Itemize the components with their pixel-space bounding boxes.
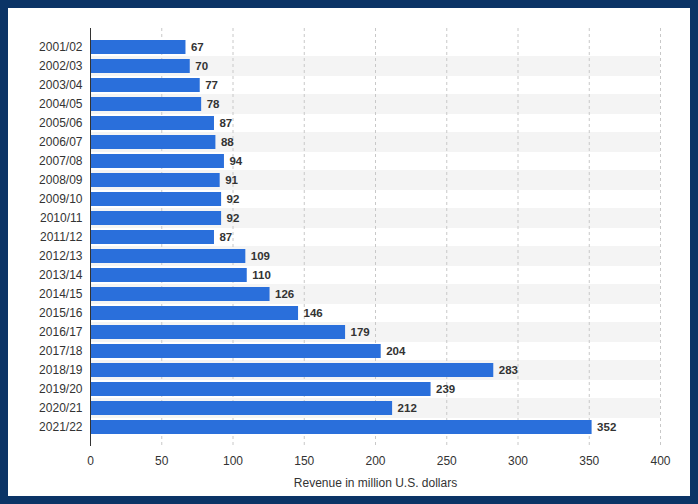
svg-text:2003/04: 2003/04 — [39, 78, 83, 92]
svg-text:100: 100 — [223, 454, 243, 468]
svg-text:150: 150 — [294, 454, 314, 468]
svg-text:88: 88 — [221, 136, 234, 148]
svg-text:300: 300 — [508, 454, 528, 468]
svg-text:87: 87 — [219, 117, 232, 129]
svg-text:2001/02: 2001/02 — [39, 40, 83, 54]
svg-text:70: 70 — [195, 60, 208, 72]
svg-text:2021/22: 2021/22 — [39, 420, 83, 434]
svg-text:2016/17: 2016/17 — [39, 325, 83, 339]
svg-text:109: 109 — [251, 250, 270, 262]
svg-text:94: 94 — [229, 155, 242, 167]
svg-text:204: 204 — [386, 345, 406, 357]
svg-text:2020/21: 2020/21 — [39, 401, 83, 415]
svg-text:146: 146 — [304, 307, 323, 319]
svg-text:78: 78 — [207, 98, 220, 110]
svg-text:0: 0 — [87, 454, 94, 468]
svg-text:179: 179 — [351, 326, 370, 338]
svg-text:2018/19: 2018/19 — [39, 363, 83, 377]
svg-text:2014/15: 2014/15 — [39, 287, 83, 301]
svg-text:2015/16: 2015/16 — [39, 306, 83, 320]
svg-text:126: 126 — [275, 288, 294, 300]
svg-text:Revenue in million U.S. dollar: Revenue in million U.S. dollars — [294, 476, 457, 490]
svg-text:67: 67 — [191, 41, 204, 53]
svg-text:77: 77 — [205, 79, 218, 91]
svg-text:2005/06: 2005/06 — [39, 116, 83, 130]
svg-text:2004/05: 2004/05 — [39, 97, 83, 111]
svg-text:200: 200 — [365, 454, 385, 468]
svg-text:2008/09: 2008/09 — [39, 173, 83, 187]
svg-text:87: 87 — [219, 231, 232, 243]
svg-text:2002/03: 2002/03 — [39, 59, 83, 73]
svg-text:2010/11: 2010/11 — [40, 211, 83, 225]
svg-text:350: 350 — [579, 454, 599, 468]
svg-text:2009/10: 2009/10 — [39, 192, 83, 206]
svg-text:400: 400 — [650, 454, 670, 468]
svg-text:212: 212 — [398, 402, 417, 414]
svg-text:283: 283 — [499, 364, 518, 376]
svg-text:50: 50 — [155, 454, 169, 468]
svg-text:2017/18: 2017/18 — [39, 344, 83, 358]
svg-text:92: 92 — [227, 193, 240, 205]
svg-text:2013/14: 2013/14 — [39, 268, 83, 282]
svg-text:110: 110 — [252, 269, 271, 281]
svg-text:239: 239 — [436, 383, 455, 395]
svg-text:2012/13: 2012/13 — [39, 249, 83, 263]
svg-text:2011/12: 2011/12 — [40, 230, 83, 244]
svg-text:250: 250 — [437, 454, 457, 468]
svg-text:2007/08: 2007/08 — [39, 154, 83, 168]
svg-text:2006/07: 2006/07 — [39, 135, 83, 149]
svg-text:352: 352 — [597, 421, 616, 433]
svg-text:92: 92 — [227, 212, 240, 224]
svg-text:2019/20: 2019/20 — [39, 382, 83, 396]
svg-text:91: 91 — [225, 174, 238, 186]
